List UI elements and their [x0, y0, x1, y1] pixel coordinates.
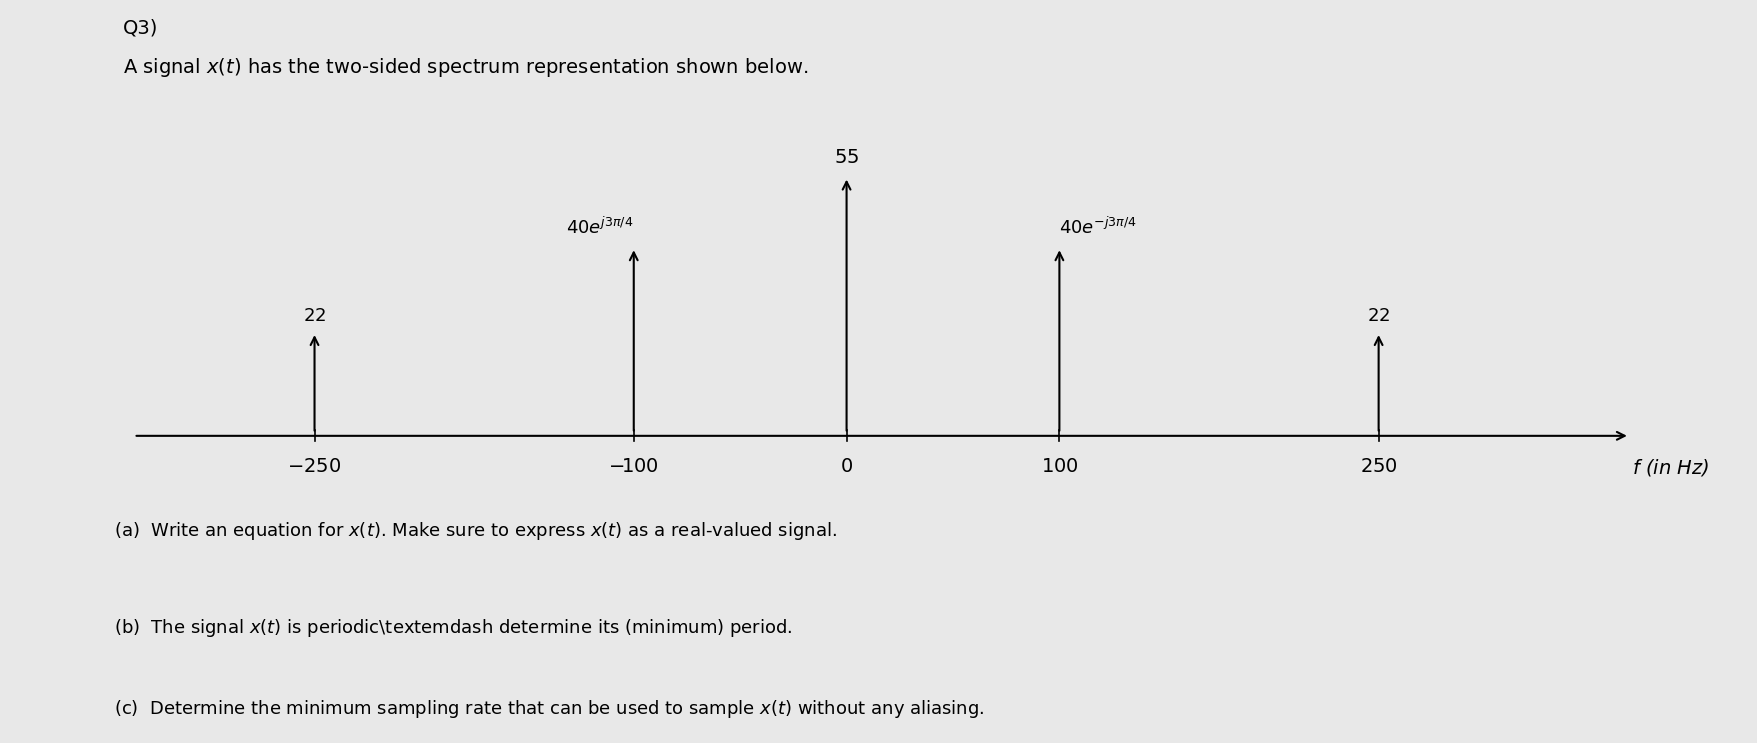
Text: $250$: $250$ — [1360, 457, 1397, 476]
Text: $f$ (in Hz): $f$ (in Hz) — [1632, 457, 1710, 478]
Text: $0$: $0$ — [840, 457, 854, 476]
Text: (b)  The signal $x(t)$ is periodic\textemdash determine its (minimum) period.: (b) The signal $x(t)$ is periodic\textem… — [114, 617, 792, 639]
Text: A signal $x(t)$ has the two-sided spectrum representation shown below.: A signal $x(t)$ has the two-sided spectr… — [123, 56, 808, 79]
Text: $-\!100$: $-\!100$ — [608, 457, 659, 476]
Text: $40e^{j3\pi/4}$: $40e^{j3\pi/4}$ — [566, 217, 634, 238]
Text: $22$: $22$ — [1367, 307, 1390, 325]
Text: $-250$: $-250$ — [288, 457, 341, 476]
Text: $55$: $55$ — [835, 149, 859, 167]
Text: Q3): Q3) — [123, 19, 158, 38]
Text: (a)  Write an equation for $x(t)$. Make sure to express $x(t)$ as a real-valued : (a) Write an equation for $x(t)$. Make s… — [114, 520, 836, 542]
Text: $22$: $22$ — [302, 307, 327, 325]
Text: (c)  Determine the minimum sampling rate that can be used to sample $x(t)$ witho: (c) Determine the minimum sampling rate … — [114, 698, 984, 721]
Text: $100$: $100$ — [1040, 457, 1079, 476]
Text: $40e^{-j3\pi/4}$: $40e^{-j3\pi/4}$ — [1059, 217, 1137, 238]
